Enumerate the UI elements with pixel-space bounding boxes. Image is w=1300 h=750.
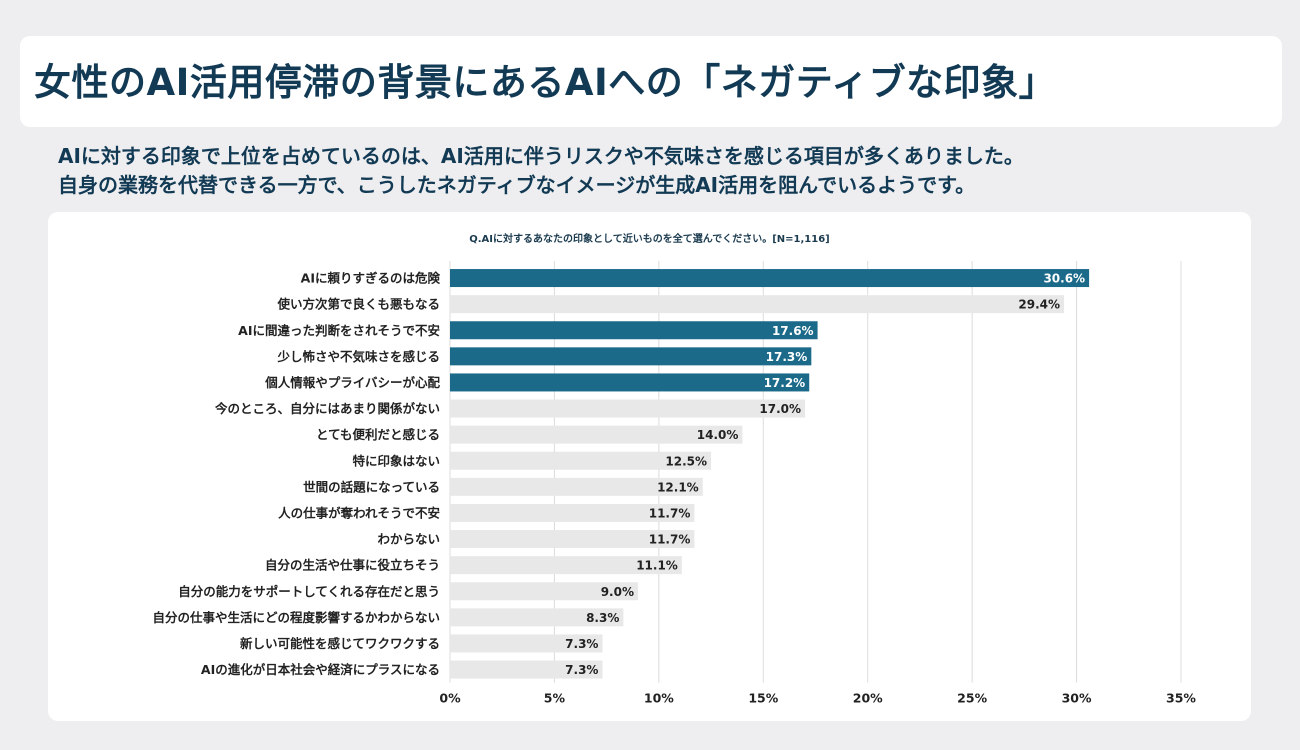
value-label: 11.1% [636,559,678,573]
x-tick-label: 35% [1166,691,1196,706]
value-label: 9.0% [601,585,634,599]
chart-title: Q.AIに対するあなたの印象として近いものを全て選んでください。[N=1,116… [469,234,830,245]
bar [450,530,695,549]
bar [450,477,703,496]
category-label: 特に印象はない [352,453,440,468]
x-tick-label: 20% [853,691,883,706]
value-label: 17.2% [764,376,806,390]
x-tick-label: 15% [748,691,778,706]
bar [450,660,603,679]
value-label: 29.4% [1018,298,1060,312]
chart-card: Q.AIに対するあなたの印象として近いものを全て選んでください。[N=1,116… [48,212,1251,721]
page-title: 女性のAI活用停滞の背景にあるAIへの「ネガティブな印象」 [34,61,1057,104]
summary-line-1: AIに対する印象で上位を占めているのは、AI活用に伴うリスクや不気味さを感じる項… [58,144,1024,168]
value-label: 14.0% [697,428,739,442]
category-label: わからない [377,532,440,547]
value-label: 17.6% [772,324,814,338]
category-label: 新しい可能性を感じてワクワクする [240,636,440,651]
bar [450,425,743,444]
bar [450,269,1090,288]
value-label: 11.7% [649,506,691,520]
x-tick-label: 10% [644,691,674,706]
x-tick-label: 25% [957,691,987,706]
x-tick-label: 30% [1062,691,1092,706]
bar-chart: AIに頼りすぎるのは危険 30.6% 使い方次第で良くも悪もなる 29.4% AIに間違… [152,261,1196,706]
summary-line-2: 自身の業務を代替できる一方で、こうしたネガティブなイメージが生成AI活用を阻んで… [58,173,976,197]
category-label: 自分の生活や仕事に役立ちそう [265,558,440,573]
bar [450,295,1065,314]
category-label: 世間の話題になっている [303,479,440,494]
x-tick-label: 0% [439,691,461,706]
bar [450,634,603,653]
category-label: 自分の能力をサポートしてくれる存在だと思う [178,584,440,599]
bar [450,582,638,601]
bar [450,451,712,470]
category-label: AIに頼りすぎるのは危険 [301,271,441,286]
value-label: 12.1% [657,480,699,494]
bar [450,321,818,340]
title-card: 女性のAI活用停滞の背景にあるAIへの「ネガティブな印象」 [20,36,1282,127]
category-label: 今のところ、自分にはあまり関係がない [214,401,440,416]
bar [450,608,624,627]
category-label: 使い方次第で良くも悪もなる [276,297,440,312]
value-label: 30.6% [1043,272,1085,286]
bar [450,556,682,575]
summary-text: AIに対する印象で上位を占めているのは、AI活用に伴うリスクや不気味さを感じる項… [58,142,1258,200]
category-label: 人の仕事が奪われそうで不安 [278,505,440,520]
category-label: 自分の仕事や生活にどの程度影響するかわからない [152,610,440,625]
bar [450,399,806,418]
value-label: 17.0% [759,402,801,416]
bar [450,373,810,392]
value-label: 8.3% [586,611,619,625]
value-label: 12.5% [665,454,707,468]
x-tick-label: 5% [544,691,566,706]
category-label: 個人情報やプライバシーが心配 [264,375,440,390]
category-label: とても便利だと感じる [316,427,440,442]
bar [450,347,812,366]
value-label: 17.3% [766,350,808,364]
bar [450,503,695,522]
value-label: 11.7% [649,533,691,547]
value-label: 7.3% [565,663,598,677]
category-label: 少し怖さや不気味さを感じる [276,349,440,364]
category-label: AIの進化が日本社会や経済にプラスになる [201,662,440,677]
value-label: 7.3% [565,637,598,651]
category-label: AIに間違った判断をされそうで不安 [238,323,440,338]
